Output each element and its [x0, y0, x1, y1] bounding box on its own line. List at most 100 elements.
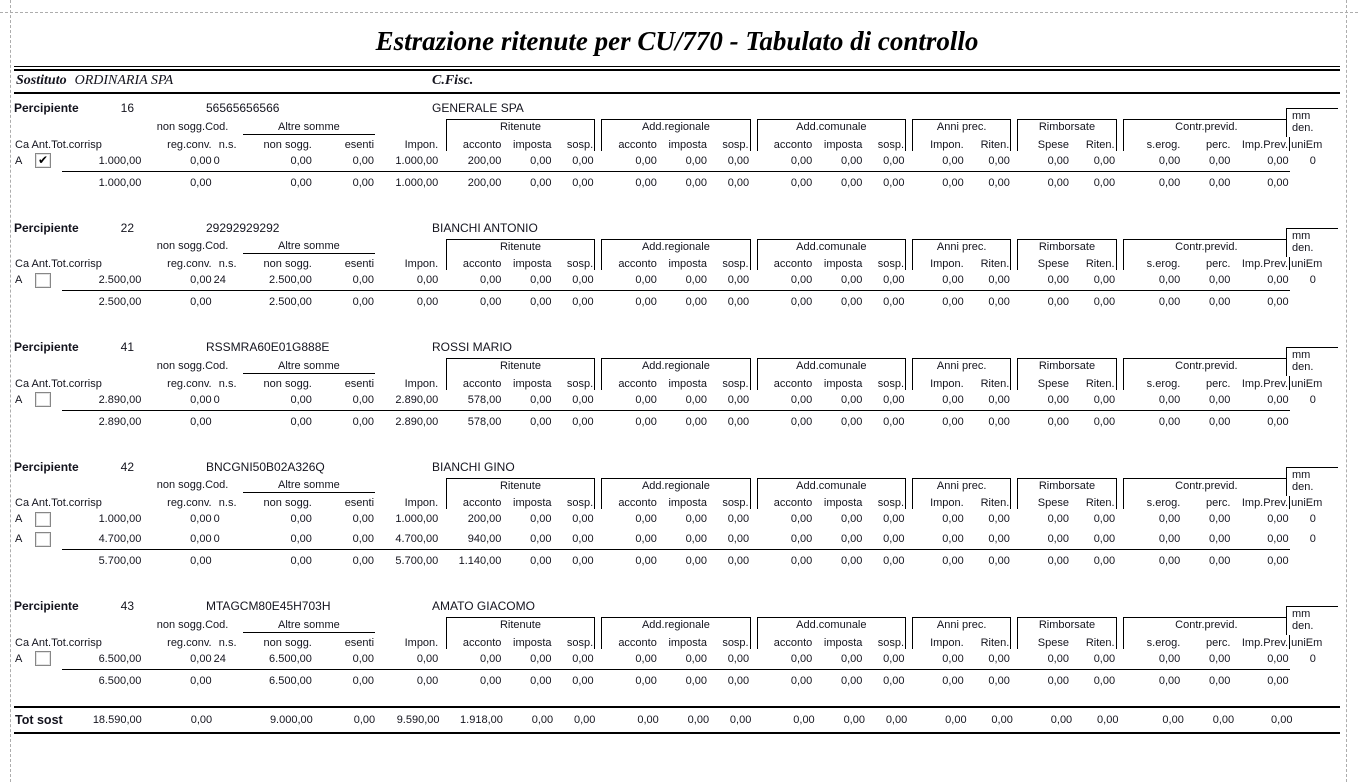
spacer-cell — [1011, 239, 1018, 254]
cell-r_acc: 200,00 — [467, 513, 502, 525]
total-cell-ar_acc: 0,00 — [601, 409, 658, 433]
spacer-cell — [439, 493, 446, 510]
table-row: A 1.000,00 0,00 0 0,00 0,00 1.000,00 200,00 0,00… — [14, 509, 1336, 529]
spacer-cell — [750, 493, 757, 510]
percipiente-section: Percipiente 42 BNCGNI50B02A326Q BIANCHI … — [14, 459, 1340, 572]
table-row: A 6.500,00 0,00 24 6.500,00 0,00 0,00 0,00 0,00 0… — [14, 649, 1336, 670]
spacer-cell — [1116, 409, 1124, 433]
cell-ri_rit: 0,00 — [1093, 513, 1116, 525]
spacer-cell — [750, 373, 757, 390]
col-header-addreg-sosp: sosp. — [707, 373, 751, 390]
spacer-cell — [1116, 632, 1123, 649]
section-total-row: 2.890,00 0,00 0,00 0,00 2.890,00 578,00 0,00 0,… — [14, 409, 1336, 433]
cell-ca: A — [15, 533, 23, 546]
col-header-addcom-acconto: acconto — [756, 253, 814, 270]
col-group-rimborsate: Rimborsate — [1017, 477, 1117, 493]
cell-ar_imp: 0,00 — [685, 533, 707, 545]
cell-nonsogg: 0,00 — [290, 393, 312, 406]
col-header-anniprec-riten: Riten. — [964, 134, 1012, 151]
spacer-cell — [439, 618, 446, 633]
ant-checkbox[interactable] — [35, 511, 52, 527]
col-group-add-regionale: Add.regionale — [601, 119, 751, 134]
col-header-den: den. — [1292, 361, 1314, 373]
ant-checkbox[interactable] — [35, 272, 52, 288]
section-total-row: 6.500,00 0,00 6.500,00 0,00 0,00 0,00 0,00 0,00… — [14, 668, 1336, 692]
cell-esenti: 0,00 — [352, 274, 375, 286]
col-header-contrprev-impprev: Imp.Prev. — [1231, 373, 1291, 390]
cell-cp_serog: 0,00 — [1158, 513, 1181, 525]
col-header-ritenute-acconto: acconto — [445, 134, 503, 151]
total-cell-r_sosp: 0,00 — [552, 668, 595, 692]
spacer-cell — [1116, 239, 1123, 254]
col-group-non-sogg-cod: non sogg.Cod. — [156, 120, 229, 133]
spacer-cell — [595, 359, 602, 374]
col-header-addreg-acconto: acconto — [601, 492, 658, 509]
cell-ri_spese: 0,00 — [1047, 652, 1069, 665]
col-header-rimborsate-spese: Spese — [1017, 632, 1070, 649]
ant-checkbox[interactable] — [35, 392, 52, 408]
col-header-reg-conv: reg.conv. — [167, 377, 212, 390]
total-cell-regconv: 0,00 — [142, 170, 213, 194]
cell-ar_sosp: 0,00 — [727, 274, 750, 286]
cell-ca: A — [15, 513, 23, 525]
ant-checkbox[interactable] — [35, 651, 52, 667]
spacer-cell — [750, 668, 758, 692]
col-header-ritenute-sosp: sosp. — [552, 492, 596, 509]
spacer-cell — [1011, 390, 1018, 411]
total-cell-ri_spese: 0,00 — [1017, 409, 1070, 433]
spacer-cell — [595, 478, 602, 493]
total-cell-ap_rit: 0,00 — [964, 290, 1011, 313]
spacer-cell — [750, 509, 757, 529]
col-header-non-sogg: non sogg. — [263, 377, 312, 390]
spacer-cell — [1011, 493, 1018, 510]
cell-ap_rit: 0,00 — [988, 274, 1010, 286]
spacer-cell — [750, 618, 757, 633]
cell-ar_imp: 0,00 — [685, 274, 707, 286]
ant-checkbox[interactable]: ✔ — [35, 153, 52, 169]
col-header-addcom-acconto: acconto — [756, 492, 814, 509]
cell-r_sosp: 0,00 — [572, 274, 594, 286]
percipiente-number: 43 — [120, 599, 134, 613]
total-cell-regconv: 0,00 — [142, 668, 213, 692]
spacer-cell — [1010, 549, 1018, 572]
spacer-cell — [14, 359, 142, 374]
ant-checkbox[interactable] — [35, 531, 52, 547]
col-header-ritenute-imposta: imposta — [513, 636, 552, 649]
percipiente-table: non sogg.Cod. Altre somme Ritenute Add.regi… — [14, 358, 1336, 433]
spacer-cell — [750, 120, 757, 135]
col-group-add-comunale: Add.comunale — [756, 238, 907, 254]
cfisc-label: C.Fisc. — [432, 73, 474, 88]
spacer-cell — [906, 373, 913, 390]
col-header-contrprev-impprev: Imp.Prev. — [1231, 632, 1291, 649]
cell-ca: A — [15, 652, 23, 665]
column-header-row: Ca Ant.Tot.corrisp reg.conv. n.s. non sogg.… — [14, 253, 1336, 270]
col-header-ca-ant-tot-corrisp: Ca Ant.Tot.corrisp — [15, 258, 102, 270]
spacer-cell — [905, 668, 913, 692]
cell-ns: 0 — [213, 393, 220, 406]
total-cell-nonsogg: 2.500,00 — [242, 290, 313, 313]
col-header-addcom-sosp: sosp. — [863, 632, 907, 649]
spacer-cell — [439, 390, 446, 411]
col-header-addreg-sosp: sosp. — [707, 253, 751, 270]
cell-ar_imp: 0,00 — [685, 154, 707, 167]
spacer-cell — [906, 632, 913, 649]
spacer-cell — [595, 151, 602, 172]
total-cell-esenti: 0,00 — [312, 549, 376, 572]
cell-ri_spese: 0,00 — [1047, 154, 1069, 167]
spacer-cell — [1010, 668, 1018, 692]
total-cell-cp_impprev: 0,00 — [1231, 668, 1290, 692]
col-header-addreg-acconto: acconto — [601, 253, 658, 270]
cell-esenti: 0,00 — [352, 513, 375, 525]
total-cell-r_imp: 0,00 — [502, 170, 553, 194]
cell-ns: 0 — [213, 513, 220, 525]
col-group-ritenute: Ritenute — [445, 617, 596, 632]
spacer-cell — [906, 359, 913, 374]
percipiente-label: Percipiente — [14, 459, 79, 474]
col-header-impon: Impon. — [404, 138, 439, 151]
cell-ca: A — [15, 154, 23, 167]
cell-uniem: 0 — [1309, 652, 1316, 665]
spacer-cell — [1011, 618, 1018, 633]
col-header-addreg-imposta: imposta — [668, 636, 707, 649]
col-header-ca-ant-tot-corrisp: Ca Ant.Tot.corrisp — [15, 497, 102, 509]
col-header-ns: n.s. — [218, 636, 237, 649]
